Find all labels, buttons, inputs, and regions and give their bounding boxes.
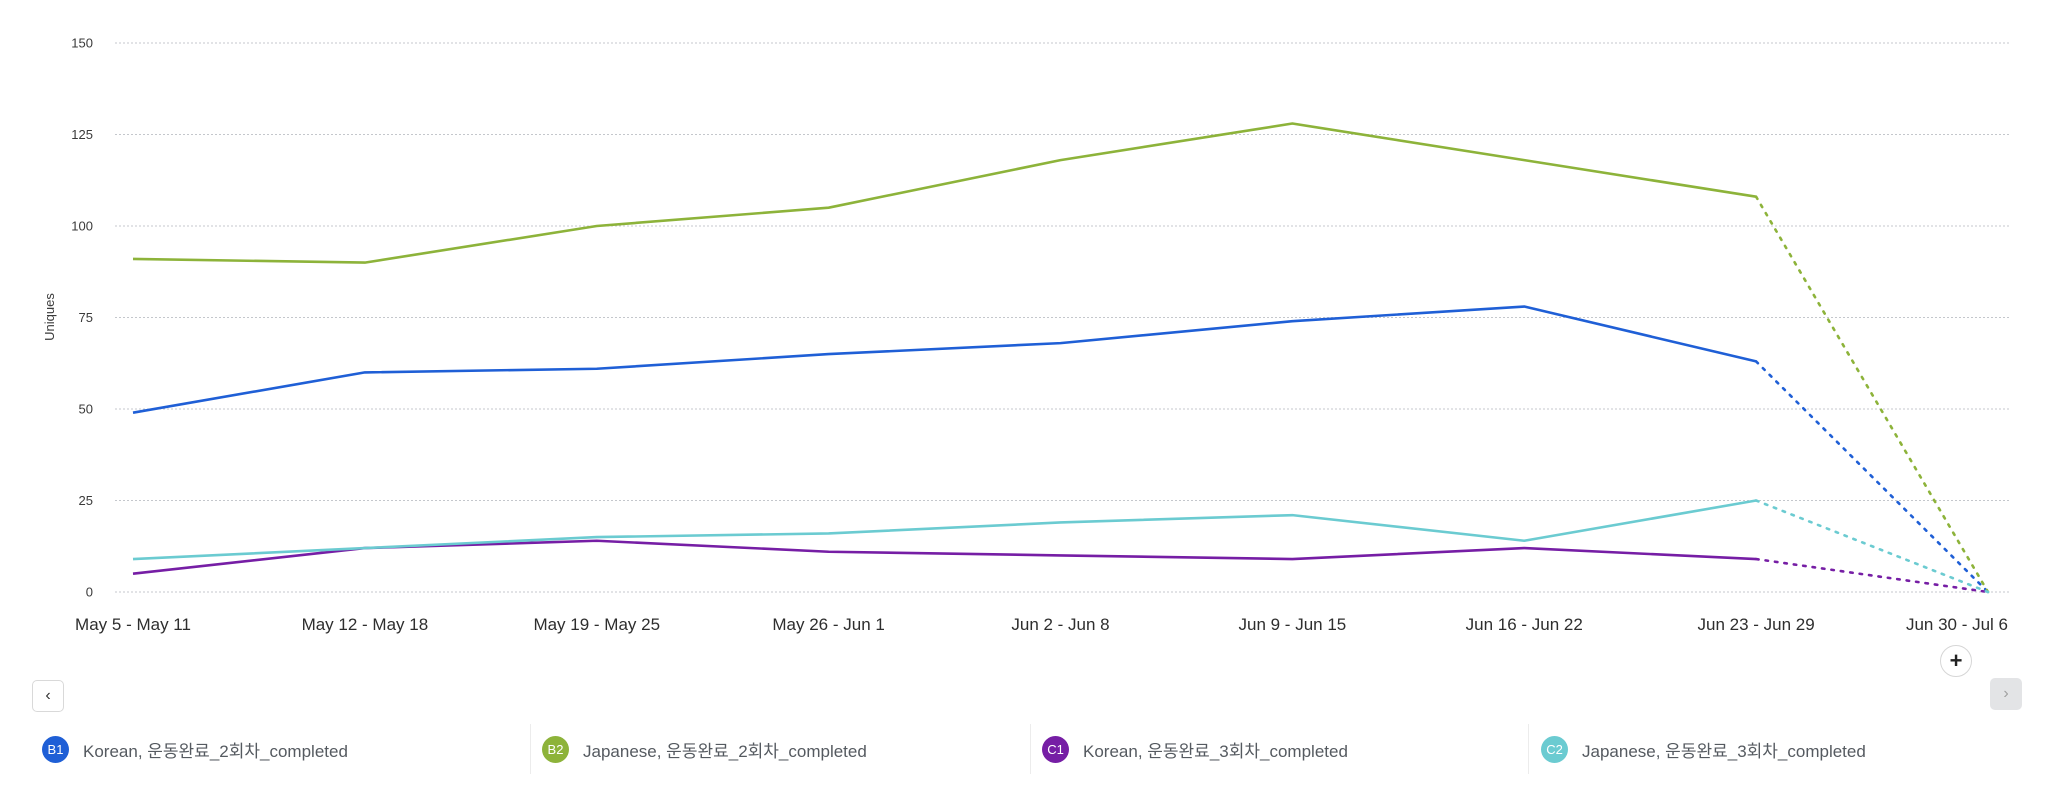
- legend-label: Korean, 운동완료_3회차_completed: [1083, 741, 1348, 761]
- legend: B1 Korean, 운동완료_2회차_completed B2 Japanes…: [0, 724, 2048, 774]
- chevron-left-icon: ‹: [45, 687, 51, 704]
- legend-label: Japanese, 운동완료_2회차_completed: [583, 741, 867, 761]
- x-tick-label: May 5 - May 11: [75, 615, 191, 634]
- x-tick-label: Jun 30 - Jul 6: [1906, 615, 2008, 634]
- chevron-right-icon: ›: [2003, 685, 2009, 702]
- series-line[interactable]: [132, 305, 1757, 414]
- x-tick-label: May 12 - May 18: [302, 615, 429, 634]
- x-tick-label: Jun 9 - Jun 15: [1239, 615, 1347, 634]
- x-tick-label: Jun 23 - Jun 29: [1698, 615, 1815, 634]
- legend-item-b2[interactable]: B2 Japanese, 운동완료_2회차_completed: [542, 724, 867, 774]
- y-tick-label: 150: [71, 36, 93, 51]
- x-tick-label: May 26 - Jun 1: [772, 615, 884, 634]
- series-line[interactable]: [132, 122, 1757, 264]
- x-tick-label: Jun 2 - Jun 8: [1011, 615, 1109, 634]
- legend-item-c2[interactable]: C2 Japanese, 운동완료_3회차_completed: [1541, 724, 1866, 774]
- legend-label: Korean, 운동완료_2회차_completed: [83, 741, 348, 761]
- series-incomplete-line[interactable]: [1754, 557, 1990, 594]
- plus-icon: +: [1949, 648, 1963, 673]
- legend-divider: [1030, 724, 1031, 774]
- y-tick-label: 75: [79, 310, 93, 325]
- series-line[interactable]: [132, 499, 1757, 561]
- x-tick-label: May 19 - May 25: [533, 615, 660, 634]
- legend-item-c1[interactable]: C1 Korean, 운동완료_3회차_completed: [1042, 724, 1348, 774]
- gridlines: [115, 42, 2010, 593]
- y-tick-label: 0: [86, 585, 93, 600]
- y-axis-label: Uniques: [42, 293, 57, 341]
- legend-item-b1[interactable]: B1 Korean, 운동완료_2회차_completed: [42, 724, 348, 774]
- scroll-left-button[interactable]: ‹: [32, 680, 64, 712]
- x-tick-label: Jun 16 - Jun 22: [1466, 615, 1583, 634]
- y-axis-ticks: 0 25 50 75 100 125 150: [71, 36, 93, 600]
- series-incomplete-line[interactable]: [1754, 195, 1990, 594]
- y-tick-label: 25: [79, 493, 93, 508]
- y-tick-label: 50: [79, 402, 93, 417]
- series-badge: B2: [542, 735, 569, 763]
- y-tick-label: 100: [71, 219, 93, 234]
- x-axis-ticks: May 5 - May 11 May 12 - May 18 May 19 - Ma…: [75, 615, 2008, 634]
- series-lines: [132, 122, 1990, 594]
- series-incomplete-line[interactable]: [1754, 360, 1990, 594]
- legend-divider: [530, 724, 531, 774]
- add-annotation-button[interactable]: +: [1940, 645, 1972, 677]
- legend-label: Japanese, 운동완료_3회차_completed: [1582, 741, 1866, 761]
- series-badge: C2: [1541, 735, 1568, 763]
- series-c2[interactable]: [132, 499, 1990, 594]
- series-c1[interactable]: [132, 539, 1990, 594]
- y-tick-label: 125: [71, 127, 93, 142]
- series-b1[interactable]: [132, 305, 1990, 594]
- scroll-right-button[interactable]: ›: [1990, 678, 2022, 710]
- series-badge: C1: [1042, 735, 1069, 763]
- series-badge: B1: [42, 735, 69, 763]
- series-line[interactable]: [132, 539, 1757, 575]
- legend-divider: [1528, 724, 1529, 774]
- series-b2[interactable]: [132, 122, 1990, 594]
- series-incomplete-line[interactable]: [1754, 499, 1990, 594]
